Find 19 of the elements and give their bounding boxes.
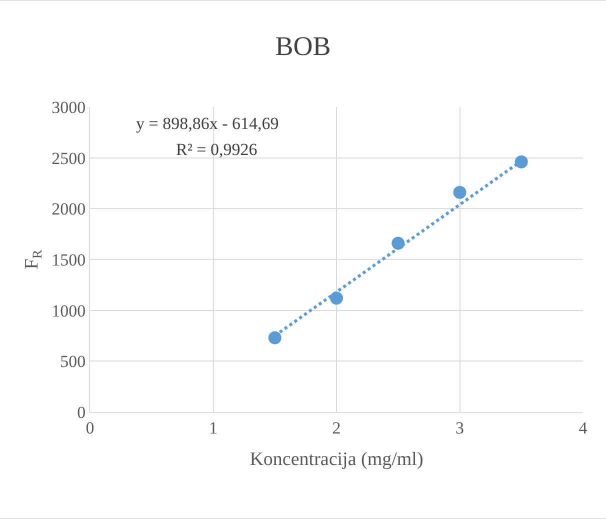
annotation: R² = 0,9926: [176, 140, 258, 159]
point: [268, 331, 282, 344]
y-tick-label: 2500: [52, 148, 86, 168]
point: [330, 292, 343, 305]
point: [514, 155, 528, 168]
x-axis-title: Koncentracija (mg/ml): [250, 449, 424, 470]
x-tick-label: 3: [456, 418, 464, 438]
y-tick-label: 3000: [52, 98, 86, 117]
y-tick-label: 500: [60, 352, 86, 372]
y-tick-label: 1000: [52, 301, 86, 320]
x-tick-label: 2: [332, 418, 341, 438]
y-tick-label: 0: [77, 402, 86, 422]
point: [453, 186, 466, 199]
x-tick-label: 1: [209, 418, 218, 438]
chart-title: BOB: [275, 31, 331, 62]
annotation: y = 898,86x - 614,69: [136, 114, 279, 133]
y-tick-label: 1500: [52, 250, 86, 270]
x-tick-label: 4: [578, 418, 588, 438]
y-tick-label: 2000: [52, 200, 86, 219]
